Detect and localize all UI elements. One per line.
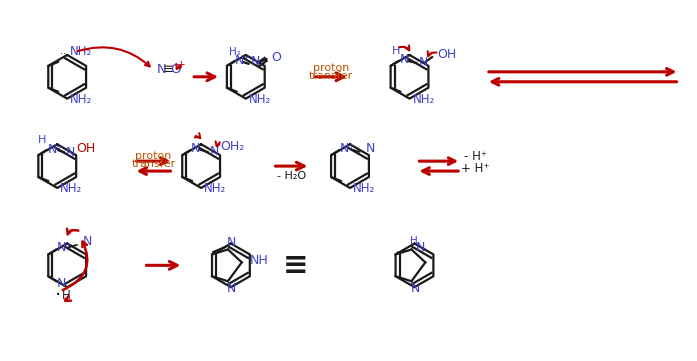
Text: H₂: H₂ (229, 47, 240, 57)
Text: NH: NH (250, 254, 268, 267)
Text: NH₂: NH₂ (249, 93, 271, 106)
Text: N: N (418, 56, 428, 69)
Text: ·: · (55, 286, 61, 305)
Text: NH₂: NH₂ (353, 182, 375, 195)
Text: +: + (177, 60, 185, 70)
Text: N: N (399, 53, 409, 66)
Text: N: N (210, 145, 220, 158)
Text: N: N (66, 146, 75, 159)
Text: ≡: ≡ (163, 64, 174, 77)
Text: N: N (251, 56, 260, 69)
Text: N⁺: N⁺ (47, 143, 63, 156)
Text: ≡: ≡ (283, 251, 308, 280)
Text: NH₂: NH₂ (204, 182, 227, 195)
Text: ··: ·· (60, 49, 66, 59)
Text: N: N (411, 282, 420, 295)
Text: O: O (272, 52, 282, 65)
Text: H: H (410, 235, 418, 245)
Text: N: N (83, 235, 93, 248)
Text: NH₂: NH₂ (413, 93, 435, 106)
Text: proton: proton (313, 63, 349, 73)
Text: OH: OH (437, 48, 457, 61)
Text: H: H (62, 288, 70, 301)
Text: O: O (170, 64, 181, 77)
Text: - H⁺: - H⁺ (464, 150, 487, 163)
Text: NH₂: NH₂ (60, 182, 82, 195)
Text: NH₂: NH₂ (70, 93, 93, 106)
Text: N⁺: N⁺ (340, 142, 356, 155)
Text: N: N (57, 277, 67, 290)
Text: N: N (157, 64, 167, 77)
Text: + H⁺: + H⁺ (461, 162, 489, 175)
Text: - H₂O: - H₂O (277, 171, 306, 181)
Text: N⁺: N⁺ (57, 241, 73, 254)
Text: N: N (191, 142, 201, 155)
Text: N: N (227, 282, 236, 295)
Text: transfer: transfer (309, 71, 353, 81)
Text: OH₂: OH₂ (220, 140, 244, 153)
Text: N: N (415, 241, 424, 254)
Text: H: H (392, 46, 400, 56)
Text: N⁺: N⁺ (235, 55, 251, 68)
Text: proton: proton (135, 151, 171, 161)
Text: transfer: transfer (132, 159, 176, 169)
Text: OH: OH (76, 142, 95, 155)
Text: H: H (38, 135, 47, 145)
Text: NH₂: NH₂ (70, 45, 93, 58)
Text: N: N (366, 142, 375, 155)
Text: N: N (227, 236, 236, 249)
